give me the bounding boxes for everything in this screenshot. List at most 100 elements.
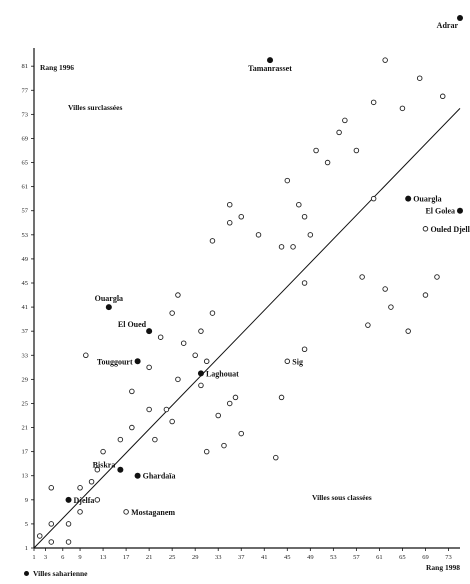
city-point xyxy=(77,485,83,491)
point-label: Laghouat xyxy=(206,369,239,378)
point-label: Ghardaïa xyxy=(143,472,176,481)
regression-line xyxy=(33,107,461,549)
y-tick-label: 65 xyxy=(22,160,29,167)
city-point xyxy=(439,93,446,100)
city-point xyxy=(307,232,314,238)
y-tick-label: 81 xyxy=(22,63,29,70)
x-tick-label: 33 xyxy=(215,554,222,561)
y-tick-label: 33 xyxy=(22,352,29,359)
x-tick-label: 45 xyxy=(284,554,291,561)
saharan-city-point xyxy=(457,15,463,21)
saharan-city-point xyxy=(134,358,141,365)
point-label: Touggourt xyxy=(97,357,133,366)
city-point xyxy=(221,442,227,449)
city-point xyxy=(163,406,170,413)
city-point xyxy=(342,117,348,124)
y-tick-label: 5 xyxy=(25,521,28,528)
city-point xyxy=(48,485,55,491)
city-point xyxy=(88,479,95,485)
legend-label: Villes saharienne xyxy=(33,569,88,578)
saharan-city-point xyxy=(146,328,153,335)
city-point xyxy=(370,195,377,202)
city-point xyxy=(169,310,175,316)
x-tick-label: 65 xyxy=(399,554,406,561)
city-point xyxy=(434,274,440,280)
x-tick-label: 9 xyxy=(78,554,81,561)
x-tick-label: 25 xyxy=(169,554,176,561)
saharan-city-point xyxy=(134,472,141,479)
labeled-city-point xyxy=(284,358,291,365)
point-label: El Golea xyxy=(425,207,455,216)
city-point xyxy=(215,412,221,419)
city-point xyxy=(77,509,83,515)
city-point xyxy=(301,346,308,353)
region-lower-right: Villes sous classées xyxy=(312,493,372,502)
y-tick-label: 45 xyxy=(22,280,29,287)
saharan-city-point xyxy=(117,466,124,473)
city-point xyxy=(226,201,233,208)
city-point xyxy=(238,430,244,437)
y-tick-label: 69 xyxy=(22,135,29,142)
saharan-city-point xyxy=(197,370,204,377)
saharan-city-point xyxy=(457,207,463,214)
city-point xyxy=(100,448,106,455)
saharan-city-point xyxy=(267,57,274,64)
city-point xyxy=(152,436,158,443)
city-point xyxy=(65,521,72,527)
city-point xyxy=(238,213,244,220)
saharan-city-point xyxy=(65,496,72,503)
axes xyxy=(33,48,460,549)
city-point xyxy=(48,539,55,545)
city-point xyxy=(232,394,239,401)
city-point xyxy=(405,328,411,334)
city-point xyxy=(359,274,365,280)
x-tick-label: 41 xyxy=(261,554,268,561)
point-label: Sig xyxy=(292,357,303,366)
x-tick-label: 37 xyxy=(238,554,245,561)
city-point xyxy=(365,322,371,328)
x-tick-label: 1 xyxy=(32,554,35,561)
city-point xyxy=(301,280,308,286)
y-tick-label: 53 xyxy=(22,232,29,239)
point-label: Ouargla xyxy=(95,294,123,303)
y-tick-label: 73 xyxy=(22,111,29,118)
x-tick-label: 61 xyxy=(376,554,383,561)
x-tick-label: 29 xyxy=(192,554,199,561)
city-point xyxy=(37,533,43,539)
city-point xyxy=(48,521,55,527)
x-tick-label: 73 xyxy=(445,554,452,561)
city-point xyxy=(209,310,216,316)
legend-dot-icon xyxy=(24,571,29,576)
labeled-city-point xyxy=(123,509,129,515)
city-point xyxy=(203,448,210,455)
city-point xyxy=(209,238,216,244)
y-tick-label: 17 xyxy=(22,449,29,456)
city-point xyxy=(313,147,319,154)
city-point xyxy=(422,292,429,298)
x-tick-label: 6 xyxy=(61,554,65,561)
city-point xyxy=(336,129,342,136)
point-label: Mostaganem xyxy=(131,508,175,517)
city-point xyxy=(273,454,279,461)
point-label: Djelfa xyxy=(74,496,95,505)
city-point xyxy=(324,159,331,166)
point-label: El Oued xyxy=(118,320,147,329)
city-point xyxy=(296,201,302,208)
city-point xyxy=(226,220,233,226)
reference-line xyxy=(33,107,461,549)
point-label: Adrar xyxy=(437,21,459,30)
city-point xyxy=(290,244,296,250)
city-point xyxy=(146,406,152,413)
labeled-city-point xyxy=(422,226,429,232)
y-tick-label: 57 xyxy=(22,208,29,215)
city-point xyxy=(157,334,164,340)
point-label: Tamanrasset xyxy=(248,64,292,73)
x-tick-label: 57 xyxy=(353,554,360,561)
city-point xyxy=(198,382,204,389)
y-tick-label: 77 xyxy=(22,87,29,94)
city-point xyxy=(278,394,285,401)
x-tick-label: 17 xyxy=(123,554,130,561)
y-tick-label: 1 xyxy=(25,545,28,552)
x-axis-title: Rang 1998 xyxy=(426,563,460,572)
